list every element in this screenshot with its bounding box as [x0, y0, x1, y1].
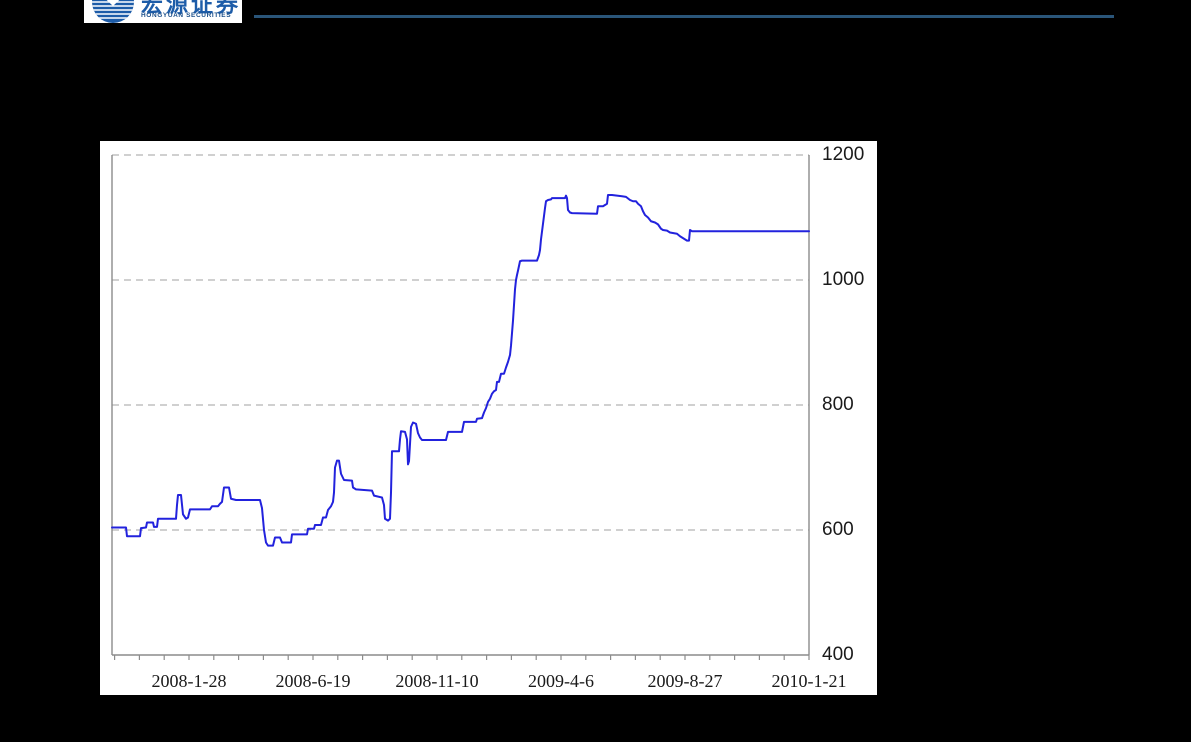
y-tick-label-400: 400 — [822, 644, 854, 665]
x-tick-label-2008-1-28: 2008-1-28 — [151, 671, 227, 691]
logo-english-name: HONGYUAN SECURITIES — [141, 12, 232, 19]
y-tick-label-600: 600 — [822, 519, 854, 540]
x-tick-label-2009-8-27: 2009-8-27 — [647, 671, 723, 691]
hongyuan-logo: 宏源证券 HONGYUAN SECURITIES — [84, 0, 242, 23]
x-tick-label-2008-11-10: 2008-11-10 — [395, 671, 479, 691]
y-tick-label-1200: 1200 — [822, 144, 865, 165]
x-tick-label-2009-4-6: 2009-4-6 — [528, 671, 594, 691]
price-chart-panel: 1200 1000 800 600 400 2008-1-28 2008-6-19 2008… — [100, 141, 877, 695]
line-chart — [111, 154, 810, 660]
hongyuan-emblem-icon — [92, 0, 134, 23]
x-tick-label-2010-1-21: 2010-1-21 — [771, 671, 847, 691]
header-rule — [254, 15, 1114, 18]
logo-chinese-name: 宏源证券 — [141, 0, 242, 18]
y-tick-label-800: 800 — [822, 394, 854, 415]
y-tick-label-1000: 1000 — [822, 269, 865, 290]
x-tick-label-2008-6-19: 2008-6-19 — [275, 671, 351, 691]
price-index-line — [111, 194, 810, 547]
